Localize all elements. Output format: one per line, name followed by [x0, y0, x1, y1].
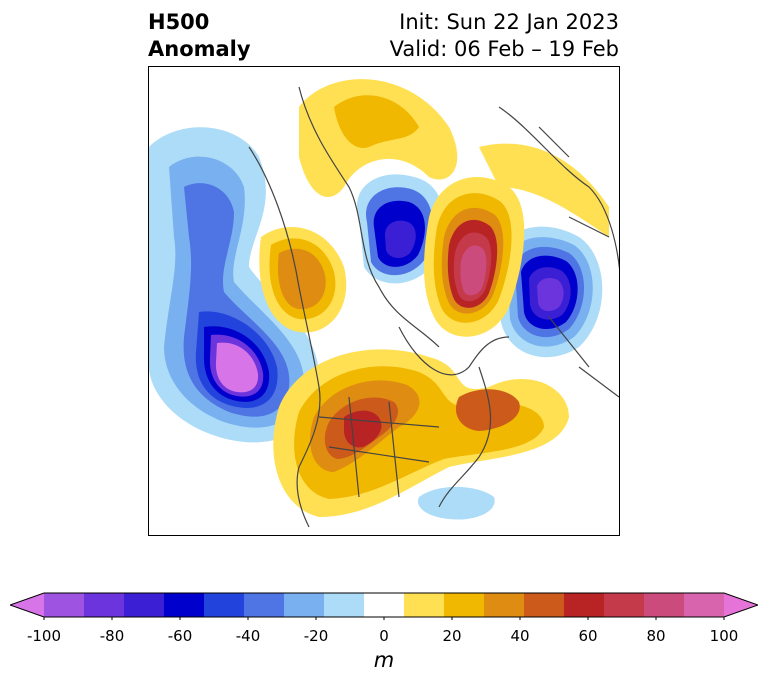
colorbar-bin [604, 593, 645, 617]
alaska-ridge [259, 227, 347, 333]
colorbar-bin [644, 593, 685, 617]
colorbar-bin [244, 593, 285, 617]
colorbar-tick-label: 40 [510, 627, 530, 645]
colorbar-bin [164, 593, 205, 617]
colorbar-bin [524, 593, 565, 617]
west-trough [149, 127, 319, 443]
map-title: H500 Anomaly [148, 9, 251, 63]
colorbar-tick-label: 60 [578, 627, 598, 645]
anomaly-map [148, 66, 620, 536]
valid-period: Valid: 06 Feb – 19 Feb [389, 37, 619, 61]
colorbar-tick-label: -80 [99, 627, 125, 645]
colorbar-tick-label: -60 [167, 627, 193, 645]
colorbar-bin [124, 593, 165, 617]
polar-ridge-belt [299, 79, 609, 237]
title-variable: H500 [148, 10, 210, 34]
ural-low [499, 226, 603, 358]
init-date: Init: Sun 22 Jan 2023 [399, 10, 619, 34]
colorbar-bin [564, 593, 605, 617]
siberia-low [357, 174, 444, 284]
colorbar [10, 592, 758, 620]
colorbar-tick-label: -100 [26, 627, 62, 645]
colorbar-tick-label: 80 [646, 627, 666, 645]
colorbar-bin [684, 593, 725, 617]
colorbar-tick-label: 100 [709, 627, 739, 645]
colorbar-extend-low [10, 593, 44, 617]
colorbar-bin [204, 593, 245, 617]
colorbar-tick-label: 20 [442, 627, 462, 645]
colorbar-bin [404, 593, 445, 617]
colorbar-bin [44, 593, 85, 617]
anomaly-map-canvas [149, 79, 619, 528]
east-na-ridge [273, 349, 569, 517]
colorbar-bin [364, 593, 405, 617]
atlantic-negative [417, 486, 495, 520]
colorbar-unit: m [373, 648, 395, 672]
colorbar-bin [84, 593, 125, 617]
colorbar-extend-high [724, 593, 758, 617]
colorbar-bin [484, 593, 525, 617]
arctic-ridge [424, 177, 525, 337]
colorbar-tick-label: -20 [303, 627, 329, 645]
colorbar-bin [324, 593, 365, 617]
coastlines [248, 86, 619, 528]
colorbar-bin [284, 593, 325, 617]
map-dates: Init: Sun 22 Jan 2023 Valid: 06 Feb – 19… [390, 9, 619, 63]
colorbar-tick-label: 0 [379, 627, 389, 645]
title-field: Anomaly [148, 37, 251, 61]
colorbar-bin [444, 593, 485, 617]
colorbar-tick-label: -40 [235, 627, 261, 645]
